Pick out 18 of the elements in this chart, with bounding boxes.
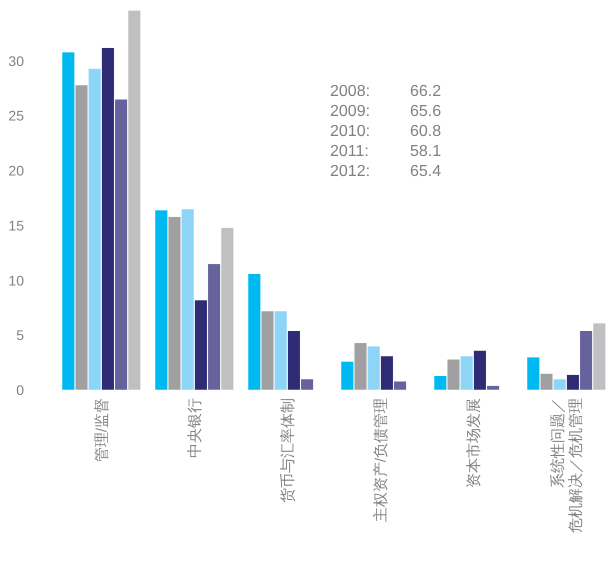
y-tick-label: 20 (8, 162, 24, 179)
y-tick-label: 25 (8, 108, 24, 124)
x-tick-label: 管理/监督 (94, 398, 111, 462)
text: 2012: 65.4 (330, 163, 442, 180)
x-tick-label: 货币与汇率体制 (280, 398, 297, 503)
x-tick-label: 主权资产/负债管理 (372, 398, 390, 522)
y-tick-label: 30 (8, 52, 24, 69)
y-tick-label: 0 (16, 382, 24, 398)
text: 2008: 66.2 (330, 83, 442, 100)
x-tick-label: 中央银行 (186, 398, 204, 458)
y-tick-label: 5 (16, 327, 24, 344)
text: 2009: 65.6 (330, 103, 442, 120)
y-tick-label: 10 (8, 272, 24, 288)
y-tick-label: 15 (8, 217, 24, 234)
text: 2011: 58.1 (330, 143, 442, 160)
x-tick-label: 资本市场发展 (466, 398, 483, 488)
x-tick-label: 系统性问题／危机解决／危机管理 (550, 398, 585, 533)
text: 2010: 60.8 (330, 123, 442, 140)
